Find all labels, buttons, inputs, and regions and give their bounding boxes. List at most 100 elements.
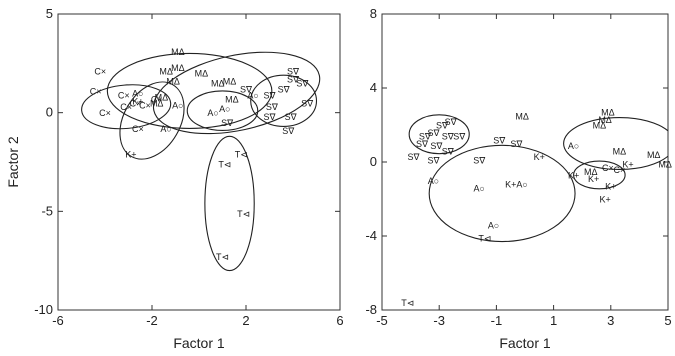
right-point-T: T⊲: [401, 298, 414, 308]
left-point-K: K+: [125, 150, 136, 160]
right-y-tick-label: 8: [370, 6, 377, 21]
left-point-S: S∇: [266, 102, 279, 112]
left-point-M: MΔ: [195, 69, 209, 79]
left-x-tick-label: -2: [146, 313, 158, 328]
left-point-A: A○: [219, 104, 230, 114]
right-point-C: C×: [613, 165, 625, 175]
right-point-S: S∇: [436, 121, 449, 131]
left-point-A: A○: [172, 100, 183, 110]
left-y-tick-label: 5: [46, 6, 53, 21]
left-cluster-ellipse: [81, 84, 172, 130]
left-cluster-ellipse: [204, 135, 255, 272]
left-point-M: MΔ: [211, 79, 225, 89]
left-point-S: S∇: [282, 126, 295, 136]
left-point-M: MΔ: [159, 67, 173, 77]
left-point-M: MΔ: [223, 77, 237, 87]
right-point-M: MΔ: [647, 150, 661, 160]
right-point-S: S∇: [407, 152, 420, 162]
left-point-C: C×: [130, 98, 142, 108]
right-point-S: S∇: [427, 128, 440, 138]
left-point-S: S∇: [301, 98, 314, 108]
left-point-T: T⊲: [216, 252, 229, 262]
left-cluster-ellipse: [250, 74, 318, 128]
left-point-C: C×: [151, 94, 163, 104]
left-point-S: S∇: [240, 84, 253, 94]
right-point-M: MΔ: [593, 121, 607, 131]
right-point-S: S∇: [430, 141, 443, 151]
right-point-M: MΔ: [584, 167, 598, 177]
right-cluster-ellipse: [563, 117, 668, 170]
left-point-S: S∇: [287, 67, 300, 77]
right-point-S: S∇: [419, 132, 432, 142]
left-ellipses: [81, 51, 321, 272]
right-cluster-ellipse: [428, 144, 576, 243]
right-point-M: MΔ: [613, 146, 627, 156]
right-x-tick-label: 3: [607, 313, 614, 328]
right-y-tick-label: -4: [365, 228, 377, 243]
left-point-S: S∇: [263, 112, 276, 122]
left-point-C: C×: [94, 67, 106, 77]
right-point-A: A○: [428, 176, 439, 186]
right-point-M: MΔ: [598, 115, 612, 125]
left-point-K: K+: [132, 96, 143, 106]
right-point-S: S∇: [416, 139, 429, 149]
right-point-K: K+: [599, 195, 610, 205]
right-point-S: S∇: [493, 135, 506, 145]
right-point-S: S∇: [473, 156, 486, 166]
left-y-tick-label: 0: [46, 105, 53, 120]
right-point-K: K+: [622, 159, 633, 169]
left-point-S: S∇: [221, 118, 234, 128]
right-x-tick-label: 1: [550, 313, 557, 328]
right-point-A: A○: [488, 220, 499, 230]
left-point-C: C×: [132, 124, 144, 134]
right-point-S: S∇: [442, 132, 455, 142]
right-point-S: S∇: [427, 156, 440, 166]
right-point-S: S∇: [445, 117, 458, 127]
left-point-A: A○: [247, 90, 258, 100]
left-point-T: T⊲: [237, 209, 250, 219]
left-point-C: C×: [118, 90, 130, 100]
left-point-M: MΔ: [171, 63, 185, 73]
right-y-tick-label: 0: [370, 154, 377, 169]
left-point-A: A○: [160, 124, 171, 134]
left-point-C: C×: [90, 86, 102, 96]
left-scatter-panel: -6 -2 2 650-5-10 C×C×C×C×C×C×C×C×C×MΔMΔMΔMΔ…: [5, 6, 344, 351]
right-point-K: K+: [534, 152, 545, 162]
left-x-tick-label: 2: [242, 313, 249, 328]
left-ticks: -6 -2 2 6 5 0 -5 -10: [34, 6, 343, 328]
left-point-M: MΔ: [225, 94, 239, 104]
left-cluster-ellipse: [106, 52, 273, 130]
left-point-C: C×: [120, 102, 132, 112]
right-point-S: S∇: [510, 139, 523, 149]
left-point-M: MΔ: [171, 47, 185, 57]
right-point-A: A○: [568, 141, 579, 151]
left-cluster-ellipse: [186, 90, 259, 131]
left-point-S: S∇: [296, 79, 309, 89]
left-y-tick-label: -10: [34, 302, 53, 317]
right-y-tick-label: -8: [365, 302, 377, 317]
right-point-K: K+: [568, 170, 579, 180]
right-y-tick-label: 4: [370, 80, 377, 95]
left-point-A: A○: [207, 108, 218, 118]
left-plot-frame: [57, 13, 341, 311]
right-x-tick-label: 5: [664, 313, 671, 328]
left-x-tick-label: -6: [52, 313, 64, 328]
right-point-M: MΔ: [658, 159, 672, 169]
left-point-C: C×: [139, 100, 151, 110]
left-point-S: S∇: [287, 75, 300, 85]
left-x-axis-label: Factor 1: [173, 335, 225, 351]
left-y-tick-label: -5: [41, 203, 53, 218]
left-point-M: MΔ: [166, 77, 180, 87]
right-cluster-ellipse: [408, 114, 470, 155]
right-point-K: K+: [605, 182, 616, 192]
right-point-S: S∇: [453, 132, 466, 142]
right-point-C: C×: [602, 163, 614, 173]
right-point-M: MΔ: [601, 108, 615, 118]
left-point-S: S∇: [278, 84, 291, 94]
right-point-A: A○: [474, 183, 485, 193]
right-point-T: T⊲: [478, 233, 491, 243]
left-point-T: T⊲: [235, 150, 248, 160]
left-point-M: MΔ: [150, 98, 164, 108]
